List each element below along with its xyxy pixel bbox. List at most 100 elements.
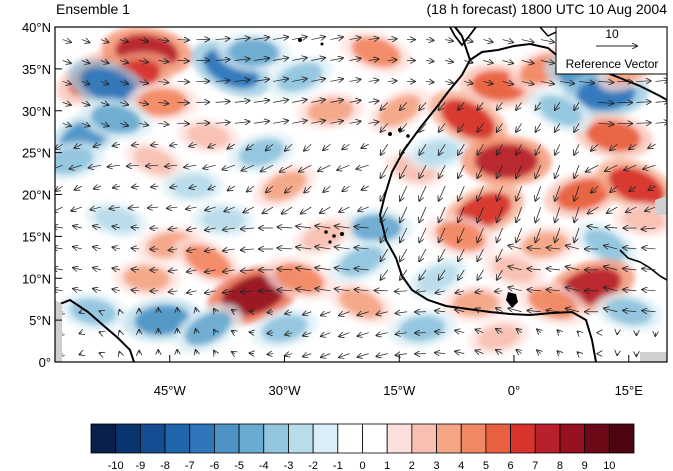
wind-vector	[578, 331, 579, 332]
wind-vector	[425, 61, 434, 62]
wind-vector	[381, 269, 389, 280]
wind-vector	[215, 59, 230, 60]
wind-vector	[169, 249, 178, 250]
wind-vector	[642, 269, 656, 270]
wind-vector	[349, 79, 361, 81]
wind-vector	[339, 333, 350, 337]
wind-vector	[93, 226, 102, 228]
wind-vector	[214, 309, 216, 312]
wind-vector	[132, 144, 140, 145]
wind-vector	[139, 123, 148, 125]
wind-vector	[381, 227, 389, 242]
lon-tick-label: 15°W	[383, 383, 416, 398]
wind-vector	[574, 227, 580, 242]
wind-vector	[272, 100, 288, 103]
wind-vector	[540, 81, 554, 84]
wind-vector	[113, 144, 121, 146]
lon-tick-label: 0°	[508, 383, 520, 398]
wind-vector	[419, 227, 427, 242]
wind-vector	[455, 309, 465, 311]
reference-vector-box: 10 Reference Vector	[555, 26, 668, 75]
wind-vector	[113, 186, 121, 188]
wind-vector	[516, 185, 523, 201]
reference-vector-label: Reference Vector	[566, 57, 659, 71]
wind-vector	[555, 165, 561, 178]
anomaly-core	[586, 120, 641, 152]
wind-vector	[170, 144, 178, 145]
wind-vector	[208, 144, 216, 147]
wind-vector	[62, 40, 71, 43]
wind-vector	[335, 226, 350, 228]
wind-vector	[292, 58, 307, 61]
anomaly-core	[186, 123, 230, 148]
wind-vector	[477, 227, 484, 242]
wind-vector	[79, 333, 81, 334]
wind-vector	[477, 269, 484, 280]
colorbar-label: 0	[359, 460, 365, 471]
wind-vector	[62, 61, 71, 64]
wind-vector	[483, 61, 492, 64]
wind-vector	[303, 333, 312, 336]
wind-vector	[272, 37, 288, 40]
wind-vector	[73, 226, 82, 228]
wind-vector	[73, 268, 82, 270]
wind-vector	[234, 80, 250, 82]
wind-vector	[445, 40, 453, 42]
wind-vector	[540, 40, 554, 43]
anomaly-core	[493, 257, 535, 283]
wind-vector	[158, 81, 168, 82]
wind-vector	[496, 350, 503, 354]
wind-vector	[100, 311, 101, 312]
wind-vector	[574, 144, 580, 155]
wind-vector	[574, 186, 580, 201]
wind-vector	[387, 81, 397, 82]
wind-vector	[189, 144, 197, 146]
wind-vector	[253, 121, 269, 123]
wind-vector	[502, 40, 514, 43]
wind-vector	[425, 40, 434, 41]
wind-vector	[475, 309, 484, 312]
wind-vector	[292, 100, 307, 103]
wind-vector	[81, 123, 90, 126]
wind-vector	[304, 185, 312, 193]
wind-vector	[439, 185, 446, 201]
wind-vector	[517, 329, 522, 333]
wind-vector	[566, 266, 580, 269]
wind-vector	[177, 61, 188, 62]
wind-vector	[517, 350, 522, 354]
wind-vector	[458, 102, 465, 110]
wind-vector	[464, 40, 472, 42]
wind-vector	[607, 206, 618, 213]
wind-vector	[574, 206, 580, 222]
wind-vector	[445, 81, 453, 83]
wind-vector	[508, 266, 522, 269]
wind-vector	[368, 80, 379, 81]
wind-vector	[381, 248, 389, 261]
wind-vector	[381, 165, 389, 178]
wind-vector	[435, 291, 446, 293]
wind-vector	[455, 330, 465, 332]
wind-vector	[419, 269, 427, 280]
wind-vector	[439, 165, 446, 178]
wind-vector	[112, 226, 121, 228]
wind-vector	[215, 39, 230, 40]
wind-vector	[477, 185, 484, 201]
wind-vector	[527, 311, 541, 312]
wind-vector	[629, 185, 637, 191]
wind-vector	[253, 79, 269, 81]
wind-vector	[55, 268, 63, 270]
lat-tick-label: 0°	[39, 355, 51, 370]
wind-vector	[419, 165, 427, 178]
plot-title-left: Ensemble 1	[56, 1, 130, 17]
wind-vector	[112, 268, 121, 270]
wind-vector	[335, 268, 350, 270]
wind-vector	[497, 185, 503, 201]
wind-vector	[381, 144, 389, 155]
wind-vector	[381, 102, 389, 110]
wind-vector	[232, 331, 235, 333]
wind-vector	[400, 269, 408, 280]
wind-vector	[108, 165, 121, 167]
wind-vector	[400, 206, 408, 222]
wind-vector	[93, 268, 102, 270]
wind-vector	[177, 40, 188, 41]
